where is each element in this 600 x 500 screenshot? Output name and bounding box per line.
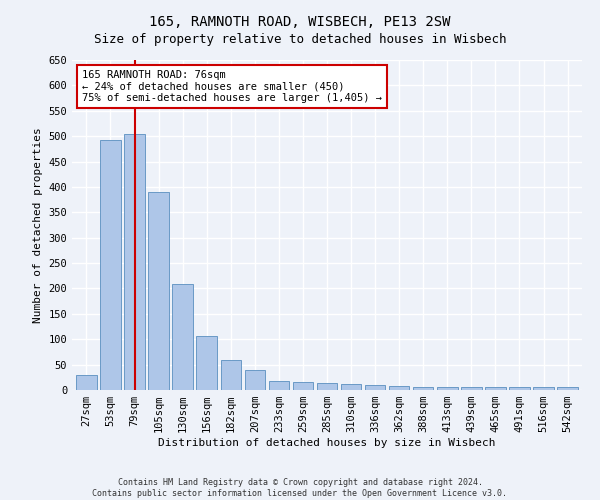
Bar	[293, 382, 313, 390]
Bar	[317, 384, 337, 390]
Y-axis label: Number of detached properties: Number of detached properties	[33, 127, 43, 323]
Text: 165, RAMNOTH ROAD, WISBECH, PE13 2SW: 165, RAMNOTH ROAD, WISBECH, PE13 2SW	[149, 15, 451, 29]
Text: Contains HM Land Registry data © Crown copyright and database right 2024.
Contai: Contains HM Land Registry data © Crown c…	[92, 478, 508, 498]
Bar	[76, 375, 97, 390]
Bar	[172, 284, 193, 390]
X-axis label: Distribution of detached houses by size in Wisbech: Distribution of detached houses by size …	[158, 438, 496, 448]
Bar	[124, 134, 145, 390]
Bar	[533, 388, 554, 390]
Bar	[245, 370, 265, 390]
Bar	[485, 388, 506, 390]
Text: 165 RAMNOTH ROAD: 76sqm
← 24% of detached houses are smaller (450)
75% of semi-d: 165 RAMNOTH ROAD: 76sqm ← 24% of detache…	[82, 70, 382, 103]
Bar	[196, 336, 217, 390]
Bar	[100, 140, 121, 390]
Bar	[413, 388, 433, 390]
Bar	[365, 386, 385, 390]
Bar	[221, 360, 241, 390]
Bar	[148, 192, 169, 390]
Text: Size of property relative to detached houses in Wisbech: Size of property relative to detached ho…	[94, 32, 506, 46]
Bar	[269, 381, 289, 390]
Bar	[557, 388, 578, 390]
Bar	[341, 384, 361, 390]
Bar	[509, 388, 530, 390]
Bar	[389, 386, 409, 390]
Bar	[461, 388, 482, 390]
Bar	[437, 388, 458, 390]
